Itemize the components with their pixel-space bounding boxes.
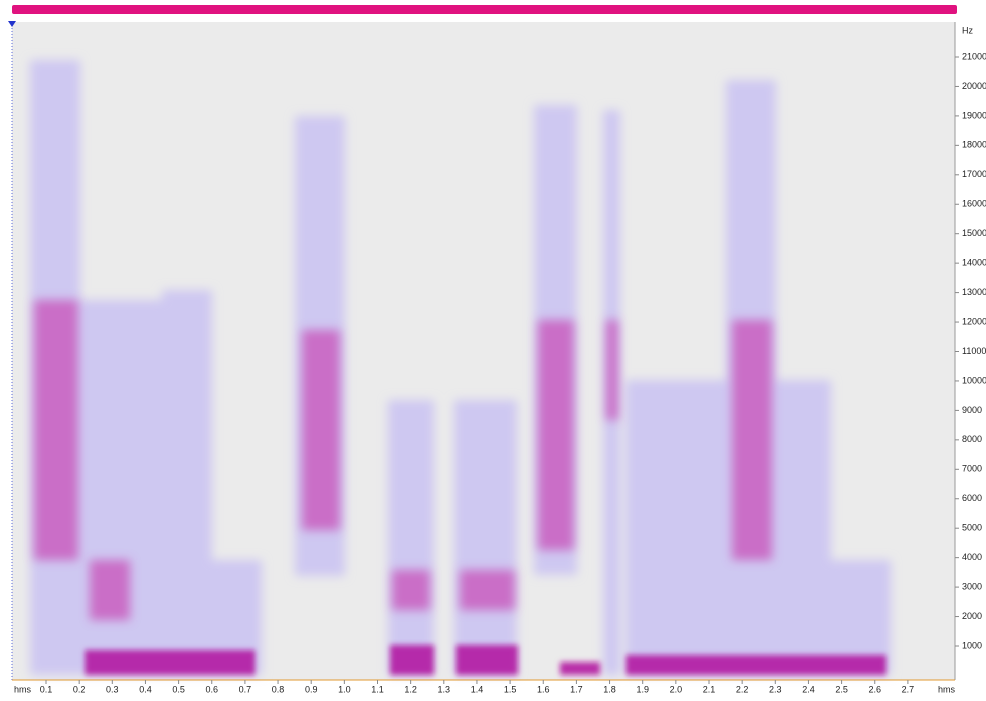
y-tick-label: 2000: [962, 611, 982, 621]
x-tick-label: 1.1: [371, 684, 384, 694]
x-tick-label: 1.5: [504, 684, 517, 694]
y-axis-unit: Hz: [962, 25, 973, 35]
x-tick-label: 0.8: [272, 684, 285, 694]
y-tick-label: 18000: [962, 140, 986, 150]
y-tick-label: 1000: [962, 640, 982, 650]
y-tick-label: 14000: [962, 258, 986, 268]
x-tick-label: 2.7: [902, 684, 915, 694]
cursor-marker[interactable]: [8, 21, 16, 27]
x-tick-label: 0.3: [106, 684, 119, 694]
top-bar[interactable]: [12, 5, 957, 14]
x-tick-label: 1.3: [438, 684, 451, 694]
x-axis-end-label: hms: [938, 684, 956, 694]
x-tick-label: 2.2: [736, 684, 749, 694]
x-tick-label: 1.0: [338, 684, 351, 694]
y-tick-label: 3000: [962, 581, 982, 591]
y-tick-label: 6000: [962, 493, 982, 503]
y-tick-label: 9000: [962, 405, 982, 415]
spectrogram-image: [30, 60, 891, 675]
y-tick-label: 15000: [962, 228, 986, 238]
x-tick-label: 2.6: [868, 684, 881, 694]
x-tick-label: 2.5: [835, 684, 848, 694]
y-tick-label: 12000: [962, 316, 986, 326]
x-tick-label: 0.7: [239, 684, 252, 694]
x-tick-label: 2.1: [703, 684, 716, 694]
x-tick-label: 1.2: [404, 684, 417, 694]
x-axis-start-label: hms: [14, 684, 32, 694]
x-tick-label: 0.2: [73, 684, 86, 694]
y-tick-label: 21000: [962, 51, 986, 61]
x-tick-label: 0.4: [139, 684, 152, 694]
y-tick-label: 11000: [962, 346, 986, 356]
x-tick-label: 0.5: [172, 684, 185, 694]
y-tick-label: 16000: [962, 199, 986, 209]
x-tick-label: 1.6: [537, 684, 550, 694]
x-tick-label: 2.4: [802, 684, 815, 694]
x-tick-label: 1.8: [603, 684, 616, 694]
y-tick-label: 20000: [962, 81, 986, 91]
x-tick-label: 0.9: [305, 684, 318, 694]
x-tick-label: 1.9: [636, 684, 649, 694]
x-tick-label: 2.3: [769, 684, 782, 694]
x-tick-label: 1.7: [570, 684, 583, 694]
y-tick-label: 17000: [962, 169, 986, 179]
y-tick-label: 4000: [962, 552, 982, 562]
y-tick-label: 5000: [962, 523, 982, 533]
x-tick-label: 0.1: [40, 684, 53, 694]
y-tick-label: 10000: [962, 375, 986, 385]
x-tick-label: 2.0: [670, 684, 683, 694]
y-tick-label: 13000: [962, 287, 986, 297]
x-tick-label: 1.4: [471, 684, 484, 694]
y-tick-label: 19000: [962, 110, 986, 120]
y-tick-label: 7000: [962, 464, 982, 474]
x-tick-label: 0.6: [205, 684, 218, 694]
y-tick-label: 8000: [962, 434, 982, 444]
